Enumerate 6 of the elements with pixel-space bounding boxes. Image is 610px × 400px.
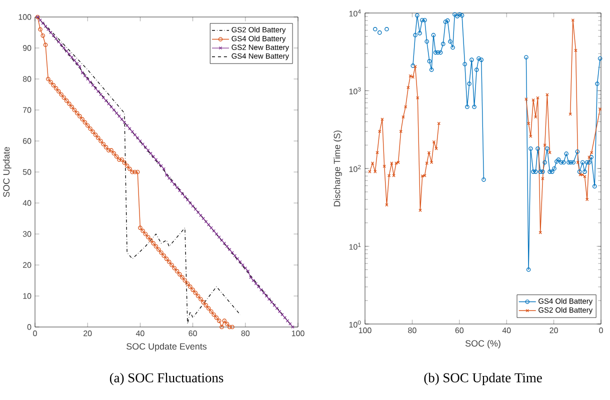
y-axis-title: SOC Update: [2, 146, 12, 198]
text: (b) SOC Update Time: [424, 372, 542, 386]
x-axis-title: SOC Update Events: [126, 343, 207, 352]
text: (a) SOC Fluctuations: [110, 372, 224, 386]
y-axis-title: Discharge Time (S): [334, 130, 342, 206]
x-axis-title: SOC (%): [465, 340, 500, 348]
